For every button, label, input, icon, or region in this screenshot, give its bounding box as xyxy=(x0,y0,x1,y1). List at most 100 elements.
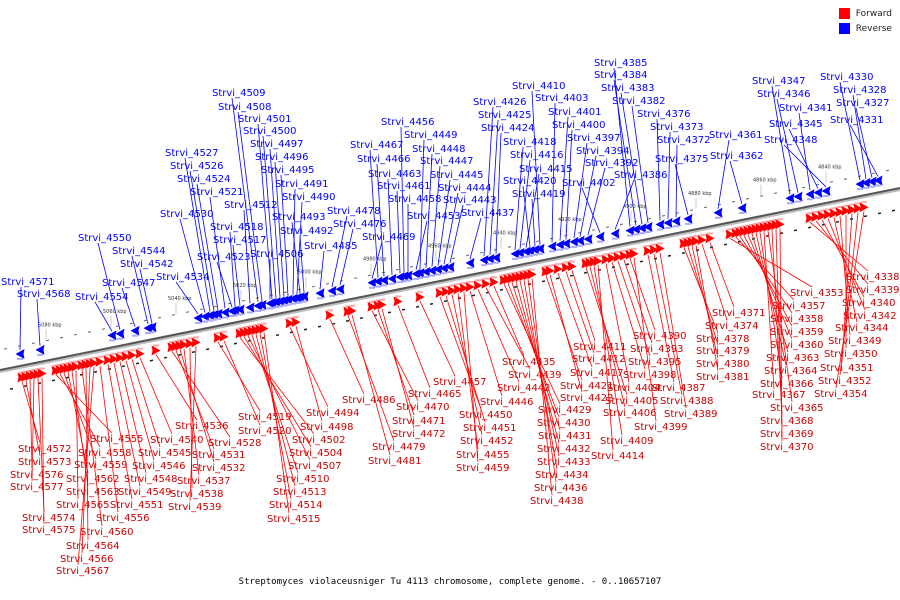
forward-gene-label[interactable]: Strvi_4360 xyxy=(770,340,824,351)
forward-gene-label[interactable]: Strvi_4519 xyxy=(238,412,292,423)
reverse-gene-label[interactable]: Strvi_4534 xyxy=(156,272,210,283)
reverse-gene-label[interactable]: Strvi_4382 xyxy=(612,96,666,107)
reverse-gene-label[interactable]: Strvi_4453 xyxy=(407,211,461,222)
forward-gene-label[interactable]: Strvi_4339 xyxy=(846,285,900,296)
forward-gene-label[interactable]: Strvi_4350 xyxy=(824,349,878,360)
reverse-gene-label[interactable]: Strvi_4526 xyxy=(170,161,224,172)
reverse-gene-label[interactable]: Strvi_4362 xyxy=(710,151,764,162)
reverse-gene-label[interactable]: Strvi_4400 xyxy=(552,120,606,131)
forward-gene-label[interactable]: Strvi_4404 xyxy=(607,383,661,394)
reverse-gene-label[interactable]: Strvi_4346 xyxy=(757,89,811,100)
forward-gene-label[interactable]: Strvi_4393 xyxy=(630,344,684,355)
forward-gene-label[interactable]: Strvi_4567 xyxy=(56,566,110,577)
reverse-gene-label[interactable]: Strvi_4518 xyxy=(210,222,264,233)
reverse-gene-label[interactable]: Strvi_4403 xyxy=(535,93,589,104)
forward-gene-label[interactable]: Strvi_4537 xyxy=(177,476,231,487)
forward-gene-label[interactable]: Strvi_4388 xyxy=(660,396,714,407)
forward-gene-label[interactable]: Strvi_4465 xyxy=(408,389,462,400)
reverse-gene-label[interactable]: Strvi_4547 xyxy=(102,278,156,289)
forward-gene-label[interactable]: Strvi_4538 xyxy=(170,489,224,500)
reverse-gene-label[interactable]: Strvi_4458 xyxy=(388,194,442,205)
reverse-gene-label[interactable]: Strvi_4445 xyxy=(430,170,484,181)
reverse-gene-label[interactable]: Strvi_4348 xyxy=(764,135,818,146)
reverse-gene-label[interactable]: Strvi_4490 xyxy=(282,192,336,203)
reverse-gene-label[interactable]: Strvi_4517 xyxy=(213,235,267,246)
reverse-gene-label[interactable]: Strvi_4554 xyxy=(75,292,129,303)
forward-gene-label[interactable]: Strvi_4563 xyxy=(66,487,120,498)
forward-gene-label[interactable]: Strvi_4378 xyxy=(696,334,750,345)
forward-gene-label[interactable]: Strvi_4564 xyxy=(66,541,120,552)
forward-gene-label[interactable]: Strvi_4359 xyxy=(770,327,824,338)
reverse-gene-label[interactable]: Strvi_4397 xyxy=(567,133,621,144)
forward-gene-label[interactable]: Strvi_4433 xyxy=(537,457,591,468)
forward-gene-label[interactable]: Strvi_4367 xyxy=(752,390,806,401)
forward-gene-label[interactable]: Strvi_4344 xyxy=(835,323,889,334)
forward-gene-label[interactable]: Strvi_4435 xyxy=(502,357,556,368)
forward-gene-label[interactable]: Strvi_4510 xyxy=(276,474,330,485)
forward-gene-label[interactable]: Strvi_4513 xyxy=(273,487,327,498)
reverse-gene-label[interactable]: Strvi_4571 xyxy=(1,277,55,288)
reverse-gene-label[interactable]: Strvi_4544 xyxy=(112,246,166,257)
forward-gene-label[interactable]: Strvi_4351 xyxy=(820,363,874,374)
forward-gene-label[interactable]: Strvi_4342 xyxy=(843,311,897,322)
reverse-gene-label[interactable]: Strvi_4476 xyxy=(333,219,387,230)
reverse-gene-label[interactable]: Strvi_4500 xyxy=(243,126,297,137)
forward-gene-label[interactable]: Strvi_4442 xyxy=(497,383,551,394)
reverse-gene-label[interactable]: Strvi_4497 xyxy=(250,139,304,150)
forward-gene-label[interactable]: Strvi_4556 xyxy=(96,513,150,524)
forward-gene-label[interactable]: Strvi_4368 xyxy=(760,416,814,427)
forward-gene-label[interactable]: Strvi_4451 xyxy=(463,423,517,434)
forward-gene-label[interactable]: Strvi_4548 xyxy=(124,474,178,485)
forward-gene-label[interactable]: Strvi_4470 xyxy=(396,402,450,413)
forward-gene-label[interactable]: Strvi_4498 xyxy=(300,422,354,433)
forward-gene-label[interactable]: Strvi_4354 xyxy=(814,389,868,400)
reverse-gene-label[interactable]: Strvi_4449 xyxy=(404,130,458,141)
forward-gene-label[interactable]: Strvi_4575 xyxy=(22,525,76,536)
forward-gene-label[interactable]: Strvi_4574 xyxy=(22,513,76,524)
reverse-gene-label[interactable]: Strvi_4437 xyxy=(461,208,515,219)
forward-gene-label[interactable]: Strvi_4374 xyxy=(705,321,759,332)
forward-gene-label[interactable]: Strvi_4457 xyxy=(433,377,487,388)
forward-gene-label[interactable]: Strvi_4572 xyxy=(18,444,72,455)
reverse-gene-label[interactable]: Strvi_4530 xyxy=(160,209,214,220)
forward-gene-label[interactable]: Strvi_4577 xyxy=(10,482,64,493)
reverse-gene-label[interactable]: Strvi_4420 xyxy=(503,176,557,187)
forward-gene-label[interactable]: Strvi_4438 xyxy=(530,496,584,507)
forward-gene-label[interactable]: Strvi_4576 xyxy=(10,470,64,481)
forward-gene-label[interactable]: Strvi_4446 xyxy=(480,397,534,408)
reverse-gene-label[interactable]: Strvi_4444 xyxy=(438,183,492,194)
forward-gene-label[interactable]: Strvi_4551 xyxy=(110,500,164,511)
reverse-gene-label[interactable]: Strvi_4341 xyxy=(779,103,833,114)
reverse-gene-label[interactable]: Strvi_4376 xyxy=(637,109,691,120)
forward-gene-label[interactable]: Strvi_4390 xyxy=(633,331,687,342)
forward-gene-label[interactable]: Strvi_4357 xyxy=(772,301,826,312)
forward-gene-label[interactable]: Strvi_4365 xyxy=(770,403,824,414)
forward-gene-label[interactable]: Strvi_4528 xyxy=(208,438,262,449)
forward-gene-label[interactable]: Strvi_4432 xyxy=(537,444,591,455)
reverse-gene-label[interactable]: Strvi_4461 xyxy=(377,181,431,192)
reverse-gene-label[interactable]: Strvi_4372 xyxy=(657,135,711,146)
forward-gene-label[interactable]: Strvi_4405 xyxy=(605,396,659,407)
forward-gene-label[interactable]: Strvi_4479 xyxy=(372,442,426,453)
forward-gene-label[interactable]: Strvi_4422 xyxy=(560,393,614,404)
forward-gene-label[interactable]: Strvi_4387 xyxy=(652,383,706,394)
forward-gene-label[interactable]: Strvi_4515 xyxy=(267,514,321,525)
reverse-gene-label[interactable]: Strvi_4469 xyxy=(362,232,416,243)
reverse-gene-label[interactable]: Strvi_4496 xyxy=(255,152,309,163)
forward-gene-label[interactable]: Strvi_4389 xyxy=(664,409,718,420)
forward-gene-label[interactable]: Strvi_4436 xyxy=(534,483,588,494)
reverse-gene-label[interactable]: Strvi_4373 xyxy=(650,122,704,133)
forward-gene-label[interactable]: Strvi_4421 xyxy=(560,381,614,392)
forward-gene-label[interactable]: Strvi_4417 xyxy=(570,368,624,379)
reverse-gene-label[interactable]: Strvi_4426 xyxy=(473,97,527,108)
forward-gene-label[interactable]: Strvi_4560 xyxy=(80,527,134,538)
reverse-gene-label[interactable]: Strvi_4521 xyxy=(190,187,244,198)
reverse-gene-label[interactable]: Strvi_4463 xyxy=(368,169,422,180)
forward-gene-label[interactable]: Strvi_4412 xyxy=(572,354,626,365)
forward-gene-label[interactable]: Strvi_4381 xyxy=(696,372,750,383)
reverse-gene-label[interactable]: Strvi_4384 xyxy=(594,70,648,81)
forward-gene-label[interactable]: Strvi_4406 xyxy=(603,408,657,419)
reverse-gene-label[interactable]: Strvi_4347 xyxy=(752,76,806,87)
reverse-gene-label[interactable]: Strvi_4447 xyxy=(420,156,474,167)
forward-gene-label[interactable]: Strvi_4369 xyxy=(760,429,814,440)
